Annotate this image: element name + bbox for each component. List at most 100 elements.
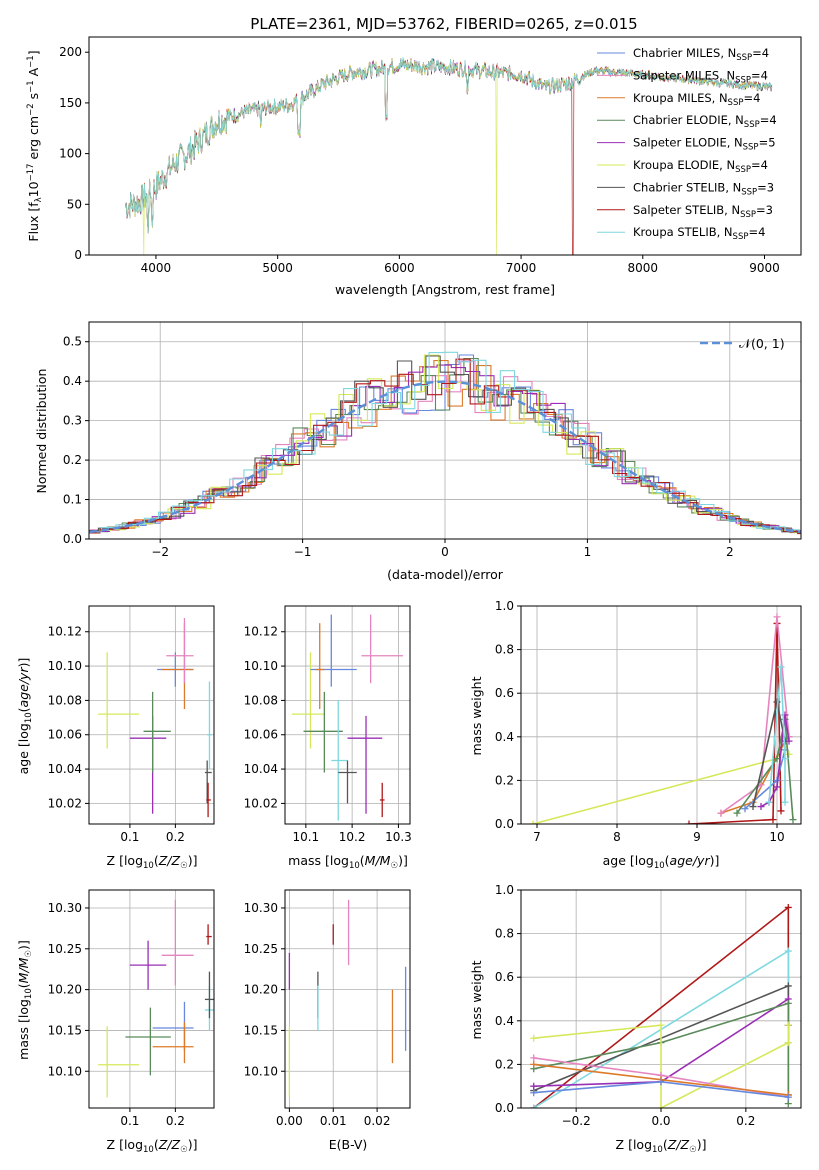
histogram-steps bbox=[89, 354, 801, 534]
legend-label: Chabrier MILES, NSSP=4 bbox=[633, 46, 769, 63]
weight-marker bbox=[530, 1089, 538, 1097]
axes-frame bbox=[88, 36, 802, 256]
x-tick-label: 7000 bbox=[506, 261, 537, 275]
y-tick-label: 10.30 bbox=[244, 901, 278, 915]
weight-marker bbox=[657, 1104, 665, 1108]
figure-title: PLATE=2361, MJD=53762, FIBERID=0265, z=0… bbox=[250, 15, 637, 33]
y-tick-label: 0.0 bbox=[495, 817, 514, 831]
errorbar-point bbox=[206, 924, 212, 945]
x-tick-label: 0 bbox=[441, 545, 449, 559]
errorbar-point bbox=[204, 760, 212, 804]
errorbar-point bbox=[161, 899, 194, 986]
weight-marker bbox=[530, 1054, 538, 1062]
histogram-steps bbox=[89, 364, 801, 533]
weight-marker bbox=[717, 809, 725, 817]
x-tick-label: 0.02 bbox=[364, 1114, 391, 1128]
errorbar-point bbox=[166, 618, 194, 684]
weight-line bbox=[533, 1002, 790, 1104]
residual-histogram-panel: −2 −1 0 1 2 0.0 0.1 0.2 0.3 0.4 0.5 (data-model)/er… bbox=[34, 321, 802, 582]
weight-marker bbox=[769, 816, 777, 824]
weight-marker bbox=[749, 803, 757, 811]
y-axis-label: Flux [fλ10−17 erg cm−2 s−1 A−1] bbox=[26, 50, 44, 241]
x-axis-label: Z [log10(Z/Z☉)] bbox=[616, 1137, 707, 1155]
x-tick-label: 1 bbox=[584, 545, 592, 559]
weight-marker bbox=[781, 798, 789, 806]
y-tick-label: 10.25 bbox=[244, 942, 278, 956]
y-tick-label: 0.2 bbox=[495, 1057, 514, 1071]
x-tick-label: 8000 bbox=[628, 261, 659, 275]
x-tick-label: 5000 bbox=[262, 261, 293, 275]
y-tick-label: 10.02 bbox=[244, 796, 278, 810]
weight-marker bbox=[785, 737, 793, 745]
errorbar-point bbox=[98, 1026, 139, 1098]
weight-marker bbox=[784, 999, 792, 1007]
histogram-steps bbox=[89, 355, 801, 533]
legend-label: Salpeter MILES, NSSP=4 bbox=[633, 68, 768, 85]
weight-line bbox=[720, 616, 790, 814]
y-tick-label: 10.15 bbox=[48, 1023, 82, 1037]
weight-marker bbox=[789, 816, 797, 824]
y-tick-label: 0 bbox=[74, 248, 82, 262]
weight-marker bbox=[657, 1021, 665, 1029]
errorbar-point bbox=[338, 760, 357, 804]
y-tick-label: 0.2 bbox=[495, 773, 514, 787]
mass-vs-ebv-panel: 0.00 0.01 0.02 10.10 10.15 10.20 10.25 10.30 E(B… bbox=[244, 889, 411, 1152]
age-vs-metallicity-panel: 0.1 0.2 10.02 10.04 10.06 10.08 10.10 10.12 Z [l… bbox=[16, 605, 215, 871]
y-tick-label: 1.0 bbox=[495, 599, 514, 613]
errorbar-point bbox=[98, 652, 139, 749]
weight-line bbox=[768, 666, 786, 803]
axes-frame bbox=[520, 889, 802, 1109]
x-tick-label: 4000 bbox=[141, 261, 172, 275]
spectrum-panel: 4000 5000 6000 7000 8000 9000 0 50 100 150 200 wave… bbox=[26, 36, 802, 297]
axes-frame bbox=[284, 605, 411, 825]
y-tick-label: 10.06 bbox=[48, 728, 82, 742]
legend-label: Salpeter STELIB, NSSP=3 bbox=[633, 203, 773, 220]
legend-label: 𝒩(0, 1) bbox=[739, 336, 785, 351]
y-tick-label: 0.4 bbox=[495, 1014, 514, 1028]
x-tick-label: 9 bbox=[693, 830, 701, 844]
weight-marker bbox=[773, 783, 781, 791]
errorbar-point bbox=[315, 623, 325, 709]
errorbar-point bbox=[143, 691, 171, 773]
weight-marker bbox=[530, 1060, 538, 1068]
y-tick-label: 0.2 bbox=[63, 453, 82, 467]
age-vs-mass-panel: 10.1 10.2 10.3 10.02 10.04 10.06 10.08 10.10 10.… bbox=[244, 605, 412, 871]
weight-marker bbox=[530, 1104, 538, 1108]
errorbar-point bbox=[207, 681, 212, 770]
y-tick-label: 0.8 bbox=[495, 643, 514, 657]
x-tick-label: −1 bbox=[294, 545, 312, 559]
weight-marker bbox=[757, 803, 765, 811]
y-tick-label: 150 bbox=[59, 96, 82, 110]
weight-vs-metallicity-panel: −0.2 0.0 0.2 0.0 0.2 0.4 0.6 0.8 1.0 Z [log10(Z/Z… bbox=[469, 883, 802, 1155]
weight-marker bbox=[733, 809, 741, 817]
weight-marker bbox=[777, 663, 785, 671]
plot-area bbox=[89, 351, 801, 535]
errorbar-point bbox=[361, 614, 404, 684]
x-tick-label: 0.1 bbox=[120, 830, 139, 844]
plot-area bbox=[291, 614, 404, 821]
y-axis-label: mass weight bbox=[469, 960, 484, 1039]
errorbar-point bbox=[125, 1007, 171, 1076]
legend-label: Salpeter ELODIE, NSSP=5 bbox=[633, 136, 776, 153]
y-tick-label: 10.20 bbox=[48, 983, 82, 997]
legend-label: Chabrier ELODIE, NSSP=4 bbox=[633, 113, 777, 130]
weight-marker bbox=[784, 903, 792, 911]
x-tick-label: 0.2 bbox=[166, 830, 185, 844]
y-tick-label: 50 bbox=[67, 197, 82, 211]
y-tick-label: 0.4 bbox=[63, 374, 82, 388]
y-tick-label: 0.0 bbox=[495, 1101, 514, 1115]
x-axis-label: Z [log10(Z/Z☉)] bbox=[107, 1137, 198, 1155]
axes-frame bbox=[88, 605, 215, 825]
weight-marker bbox=[784, 1021, 792, 1029]
x-tick-label: −2 bbox=[151, 545, 169, 559]
weight-marker bbox=[784, 1093, 792, 1101]
x-tick-label: 0.1 bbox=[120, 1114, 139, 1128]
plot-area bbox=[98, 899, 214, 1098]
x-tick-label: 9000 bbox=[749, 261, 780, 275]
weight-marker bbox=[784, 1039, 792, 1047]
weight-marker bbox=[784, 1100, 792, 1108]
weight-marker bbox=[685, 820, 693, 824]
y-axis-label: mass weight bbox=[469, 676, 484, 755]
weight-marker bbox=[784, 947, 792, 955]
